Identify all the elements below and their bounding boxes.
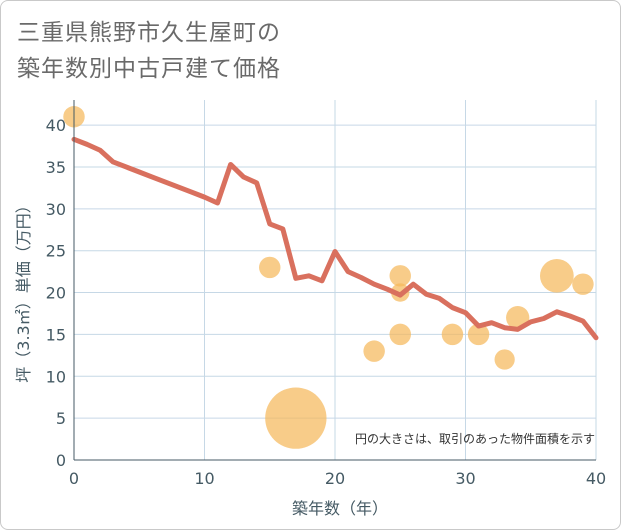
y-tick-label: 30 — [46, 200, 66, 219]
bubble-point — [259, 256, 281, 279]
y-tick-label: 0 — [56, 451, 66, 470]
y-tick-label: 15 — [46, 325, 66, 344]
x-tick-label: 10 — [194, 469, 214, 488]
y-tick-label: 25 — [46, 242, 66, 261]
x-tick-label: 40 — [586, 469, 606, 488]
y-tick-label: 35 — [46, 158, 66, 177]
price-trend-line — [71, 136, 599, 341]
y-tick-label: 40 — [46, 116, 66, 135]
bubble-point — [539, 258, 574, 293]
x-tick-label: 30 — [455, 469, 475, 488]
x-tick-label: 20 — [325, 469, 345, 488]
bubble-point — [572, 273, 594, 295]
bubble-point — [441, 323, 464, 346]
x-axis-label: 築年数（年） — [292, 499, 388, 518]
y-tick-label: 20 — [46, 284, 66, 303]
bubble-point — [363, 340, 385, 362]
bubble-point — [265, 387, 327, 449]
grid — [74, 100, 597, 460]
bubble-size-note: 円の大きさは、取引のあった物件面積を示す — [355, 431, 595, 446]
bubble-point — [467, 323, 490, 346]
bubble-point — [494, 349, 515, 370]
y-tick-label: 5 — [56, 409, 66, 428]
chart-title-line-2: 築年数別中古戸建て価格 — [17, 56, 281, 82]
y-axis-label: 坪（3.3㎡）単価（万円） — [14, 197, 33, 382]
axes: 0 10 20 30 40 0 5 10 15 20 25 30 35 40 — [46, 100, 606, 488]
bubble-series — [63, 106, 594, 449]
bubble-point — [389, 265, 411, 287]
chart-title-line-1: 三重県熊野市久生屋町の — [17, 20, 281, 46]
x-tick-label: 0 — [69, 469, 79, 488]
chart-title: 三重県熊野市久生屋町の 築年数別中古戸建て価格 — [17, 15, 281, 87]
bubble-point — [389, 323, 411, 346]
y-tick-label: 10 — [46, 367, 66, 386]
